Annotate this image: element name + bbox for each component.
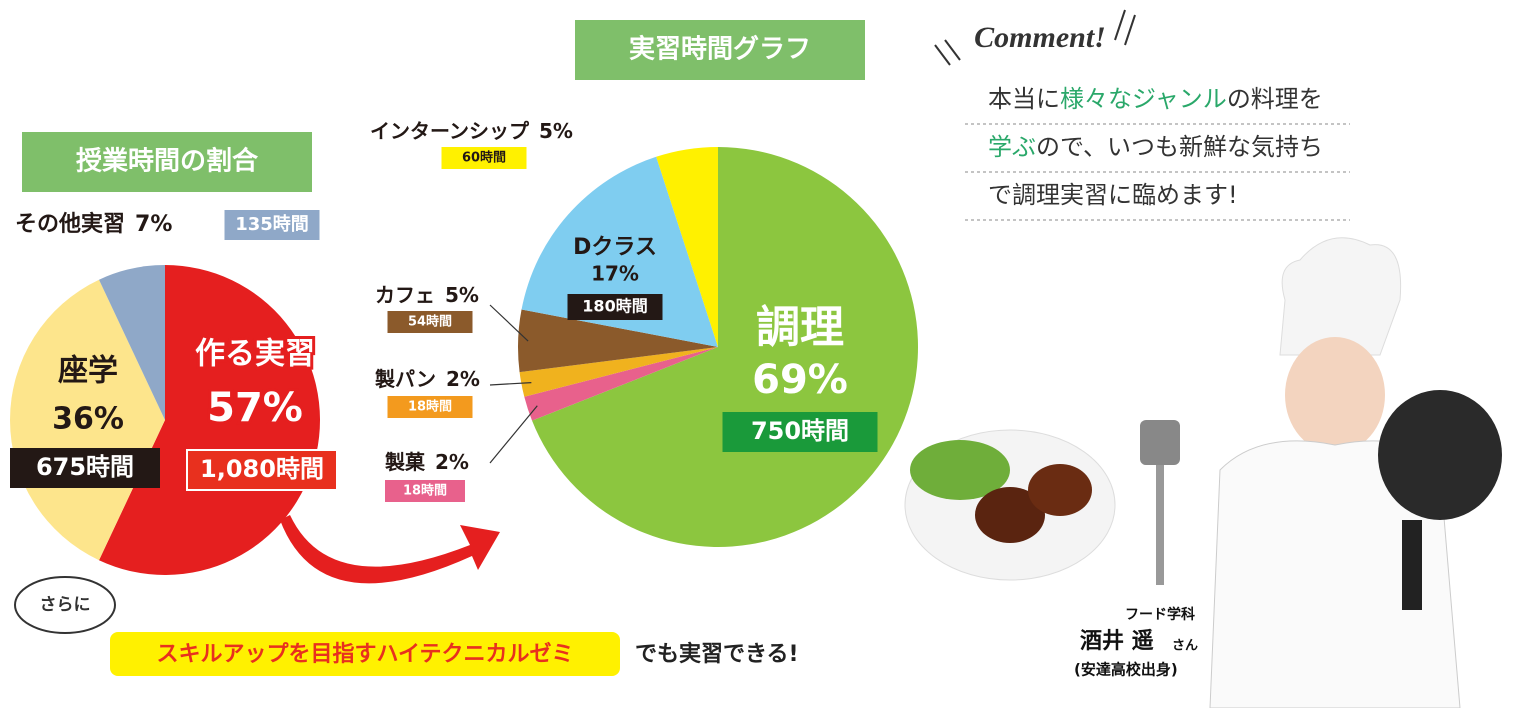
comment-segment: ので、いつも新鮮な気持ち [1036,133,1323,161]
hours-box [567,294,663,320]
arrow [280,515,500,584]
right-title: 実習時間グラフ [629,34,811,65]
person-name: 酒井 遥 [1080,629,1154,654]
value-label: 36% [52,402,124,437]
slice-label: カフェ 5% [375,283,479,307]
turner [1156,465,1164,585]
value-label: 69% [752,357,848,403]
pie-slice [518,309,718,373]
highlight-box [110,632,620,676]
slice-label: インターンシップ 5% [370,119,573,143]
hours-label: 54時間 [408,314,452,330]
comment-segment: 様々なジャンル [1060,85,1227,113]
value-label: 2% [446,367,480,391]
pie-slice [524,347,718,421]
hours-label: 18時間 [403,483,447,499]
hours-label: 1,080時間 [200,455,324,483]
turner [1140,420,1180,465]
category-label: インターンシップ [370,119,530,143]
leader-line [489,382,532,386]
value-label: 5% [539,119,573,143]
banner [575,20,865,80]
category-label: 作る実習 [195,337,315,372]
department: フード学科 [1125,606,1195,623]
comment-heading: Comment! [974,21,1106,54]
face [1285,337,1385,453]
category-label: 製パン [375,367,436,391]
salad [910,440,1010,500]
value-label: 5% [445,283,479,307]
pie-slice [519,347,718,397]
comment-line: で調理実習に臨めます! [988,181,1238,209]
footer-highlight: スキルアップを目指すハイテクニカルゼミ [156,642,573,667]
banner [22,132,312,192]
slice-label: 製菓 2% [385,450,469,474]
leader-line [489,304,529,342]
comment-line: 本当に様々なジャンルの料理を [988,85,1323,113]
pan [1402,520,1422,610]
hours-box [10,448,160,488]
pan [1378,390,1502,520]
comment-segment: 本当に [988,85,1060,113]
hours-label: 135時間 [235,214,309,235]
hours-box [387,311,473,333]
hours-label: 60時間 [462,150,506,166]
hours-label: 180時間 [582,297,647,316]
pie-slice [99,265,165,420]
hamburg [975,487,1045,543]
value-label: 17% [591,262,639,286]
pie-slice [656,147,718,347]
category-label: 製菓 [385,450,426,474]
hours-box [387,396,473,418]
hours-box [441,147,527,169]
hours-box [186,449,338,491]
badge [14,576,116,634]
left-title: 授業時間の割合 [76,146,259,177]
hours-box [224,210,320,240]
value-label: 2% [435,450,469,474]
category-label: 調理 [756,302,844,353]
value-label: 7% [135,212,172,237]
comment-segment: 学ぶ [988,133,1036,161]
hours-box [722,412,878,452]
hours-label: 18時間 [408,399,452,415]
category-label: カフェ [375,283,435,307]
comment-line: 学ぶので、いつも新鮮な気持ち [988,133,1323,161]
comment-segment: で調理実習に臨めます! [988,181,1238,209]
value-label: 57% [207,385,303,431]
school: (安達高校出身) [1074,661,1178,679]
comment-segment: の料理を [1227,85,1323,113]
slice-label: 製パン 2% [375,367,480,391]
slice-label: その他実習 7% [15,211,172,237]
badge-text: さらに [40,595,91,615]
category-label: その他実習 [15,211,125,237]
category-label: 座学 [58,354,118,389]
chef-hat [1279,237,1402,356]
leader-line [489,405,538,464]
pie-slice [10,279,165,561]
pie-slice [99,265,320,575]
footer-text: でも実習できる! [635,641,799,667]
category-label: Dクラス [573,235,657,260]
deco [934,9,1136,66]
hamburg [1028,464,1092,516]
hours-label: 750時間 [751,417,849,445]
hours-box [385,480,465,502]
honorific: さん [1172,639,1198,654]
hours-label: 675時間 [36,453,134,481]
